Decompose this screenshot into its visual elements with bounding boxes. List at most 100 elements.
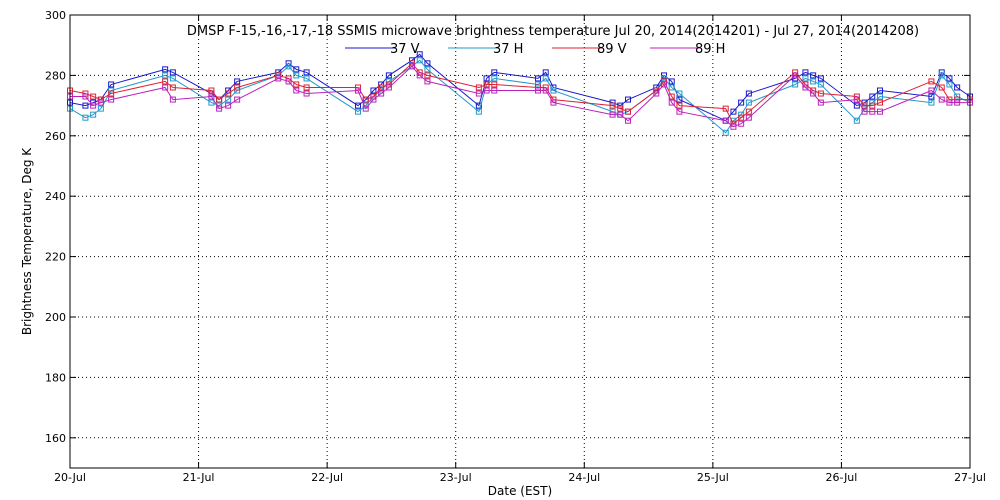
data-point <box>954 93 961 100</box>
data-point <box>861 108 868 115</box>
data-point <box>869 93 876 100</box>
data-point <box>954 84 961 91</box>
data-point <box>169 84 176 91</box>
data-point <box>928 99 935 106</box>
data-point <box>424 78 431 85</box>
y-tick-label: 240 <box>45 190 66 203</box>
data-point <box>90 111 97 118</box>
x-axis-label: Date (EST) <box>488 484 552 498</box>
data-point <box>802 84 809 91</box>
data-point <box>355 102 361 109</box>
data-point <box>108 81 115 88</box>
data-point <box>542 84 549 91</box>
data-point <box>817 90 824 97</box>
data-point <box>234 84 241 91</box>
data-point <box>169 69 176 76</box>
data-point <box>668 99 675 106</box>
data-point <box>738 99 745 106</box>
data-point <box>792 81 799 88</box>
x-tick-label: 27-Jul <box>954 471 986 484</box>
data-point <box>668 84 675 91</box>
data-point <box>355 87 361 94</box>
data-point <box>609 99 616 106</box>
x-tick-label: 20-Jul <box>54 471 86 484</box>
data-point <box>97 105 104 112</box>
legend-label: 37 V <box>390 42 420 57</box>
data-point <box>82 93 89 100</box>
data-point <box>385 84 392 91</box>
legend-item: 37 H <box>448 42 523 57</box>
data-point <box>416 51 423 58</box>
data-point <box>869 108 876 115</box>
data-point <box>928 78 935 85</box>
y-tick-label: 180 <box>45 371 66 384</box>
data-point <box>609 111 616 118</box>
legend-label: 89 V <box>597 42 627 57</box>
data-point <box>483 87 490 94</box>
data-point <box>738 114 745 121</box>
data-point <box>293 66 300 73</box>
data-point <box>817 81 824 88</box>
x-tick-label: 25-Jul <box>697 471 729 484</box>
data-point <box>730 123 737 130</box>
series-line <box>70 65 970 128</box>
y-tick-label: 300 <box>45 9 66 22</box>
data-point <box>285 78 292 85</box>
data-point <box>946 96 953 103</box>
data-point <box>169 96 176 103</box>
data-point <box>162 72 169 79</box>
data-point <box>475 90 482 97</box>
data-point <box>483 81 490 88</box>
data-point <box>676 108 683 115</box>
chart-title: DMSP F-15,-16,-17,-18 SSMIS microwave br… <box>187 24 919 39</box>
data-point <box>82 114 89 121</box>
data-point <box>661 81 667 88</box>
data-point <box>162 84 169 91</box>
data-point <box>810 90 817 97</box>
y-axis-label: Brightness Temperature, Deg K <box>20 147 34 335</box>
data-point <box>810 78 817 85</box>
data-point <box>475 84 482 91</box>
data-point <box>378 90 385 97</box>
data-point <box>491 81 498 88</box>
data-point <box>303 90 310 97</box>
data-point <box>954 99 961 106</box>
data-point <box>225 90 232 97</box>
data-point <box>542 87 549 94</box>
data-point <box>745 99 752 106</box>
data-point <box>853 96 860 103</box>
data-point <box>535 81 541 88</box>
series-89-h <box>67 63 973 130</box>
data-point <box>362 96 369 103</box>
data-point <box>169 75 176 82</box>
x-tick-label: 22-Jul <box>311 471 343 484</box>
x-tick-label: 26-Jul <box>825 471 857 484</box>
data-point <box>216 105 223 112</box>
data-point <box>853 93 860 100</box>
data-point <box>745 108 752 115</box>
data-point <box>285 63 292 70</box>
data-point <box>792 72 799 79</box>
legend: 37 V 37 H 89 V 89 H <box>345 42 725 57</box>
data-point <box>385 72 392 79</box>
data-point <box>722 105 729 112</box>
data-point <box>475 108 482 115</box>
data-point <box>653 90 660 97</box>
data-point <box>370 87 377 94</box>
legend-item: 89 V <box>552 42 627 57</box>
data-point <box>877 93 883 100</box>
data-point <box>625 108 631 115</box>
data-point <box>293 87 300 94</box>
data-point <box>722 129 729 136</box>
data-point <box>162 78 169 85</box>
x-tick-label: 23-Jul <box>440 471 472 484</box>
data-point <box>293 72 300 79</box>
data-point <box>730 108 737 115</box>
data-point <box>946 99 953 106</box>
y-tick-label: 280 <box>45 69 66 82</box>
data-point <box>625 96 631 103</box>
data-point <box>877 108 883 115</box>
data-point <box>475 102 482 109</box>
data-point <box>877 87 883 94</box>
data-point <box>954 96 961 103</box>
